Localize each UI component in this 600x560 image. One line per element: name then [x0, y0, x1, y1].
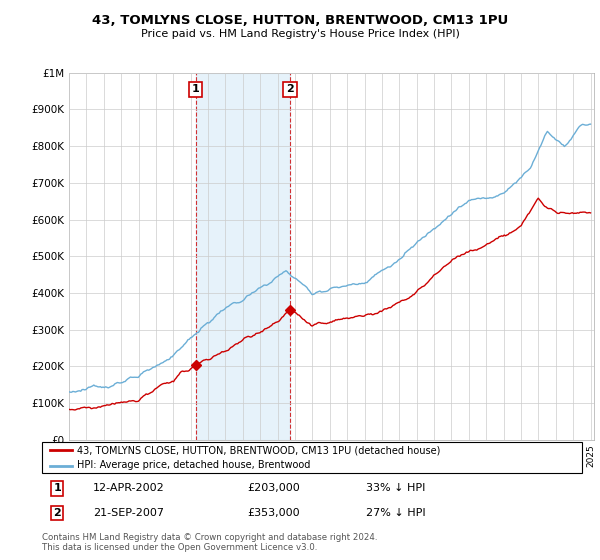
Text: 2: 2: [286, 85, 294, 94]
Text: Contains HM Land Registry data © Crown copyright and database right 2024.: Contains HM Land Registry data © Crown c…: [42, 533, 377, 542]
Text: 33% ↓ HPI: 33% ↓ HPI: [366, 483, 425, 493]
Text: 1: 1: [191, 85, 199, 94]
Bar: [196, 73, 290, 440]
Text: 12-APR-2002: 12-APR-2002: [94, 483, 165, 493]
Text: 27% ↓ HPI: 27% ↓ HPI: [366, 508, 425, 518]
Text: £203,000: £203,000: [247, 483, 300, 493]
Text: 2: 2: [53, 508, 61, 518]
Text: 21-SEP-2007: 21-SEP-2007: [94, 508, 164, 518]
Text: 43, TOMLYNS CLOSE, HUTTON, BRENTWOOD, CM13 1PU: 43, TOMLYNS CLOSE, HUTTON, BRENTWOOD, CM…: [92, 14, 508, 27]
Text: 1: 1: [53, 483, 61, 493]
Text: 43, TOMLYNS CLOSE, HUTTON, BRENTWOOD, CM13 1PU (detached house): 43, TOMLYNS CLOSE, HUTTON, BRENTWOOD, CM…: [77, 445, 440, 455]
Text: This data is licensed under the Open Government Licence v3.0.: This data is licensed under the Open Gov…: [42, 543, 317, 552]
Text: Price paid vs. HM Land Registry's House Price Index (HPI): Price paid vs. HM Land Registry's House …: [140, 29, 460, 39]
Text: HPI: Average price, detached house, Brentwood: HPI: Average price, detached house, Bren…: [77, 460, 310, 470]
Text: £353,000: £353,000: [247, 508, 300, 518]
FancyBboxPatch shape: [42, 442, 582, 473]
